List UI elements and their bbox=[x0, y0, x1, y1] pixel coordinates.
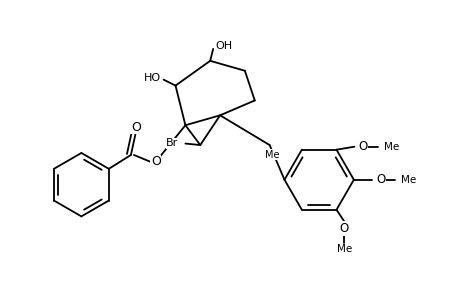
Text: Me: Me bbox=[401, 175, 416, 185]
Text: Br: Br bbox=[166, 138, 178, 148]
Text: HO: HO bbox=[143, 73, 160, 83]
Text: O: O bbox=[131, 121, 140, 134]
Text: Me: Me bbox=[265, 150, 279, 160]
Text: Me: Me bbox=[383, 142, 398, 152]
Text: O: O bbox=[339, 222, 348, 235]
Text: O: O bbox=[151, 155, 160, 168]
Text: Me: Me bbox=[336, 244, 351, 254]
Text: O: O bbox=[358, 140, 367, 153]
Text: OH: OH bbox=[215, 41, 232, 51]
Text: O: O bbox=[375, 173, 384, 186]
